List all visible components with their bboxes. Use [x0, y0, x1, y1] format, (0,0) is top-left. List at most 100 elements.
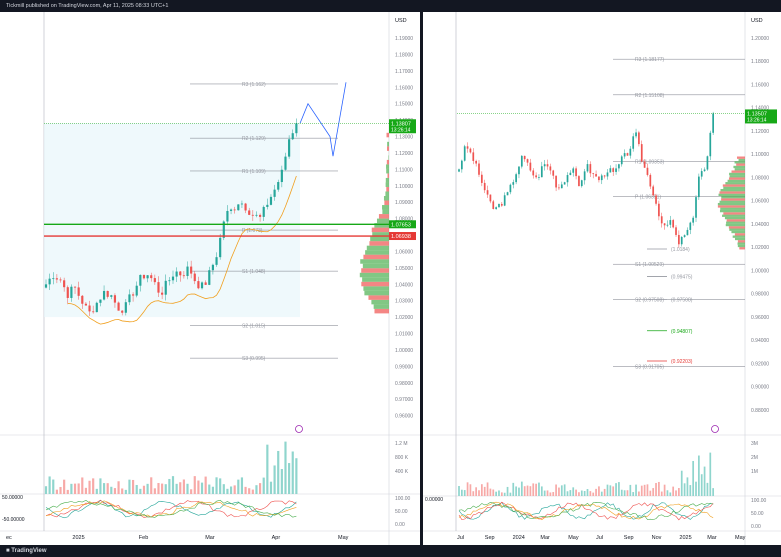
- volume-bar: [595, 488, 597, 496]
- oscillator-line: [458, 502, 714, 520]
- candle-body: [288, 139, 291, 157]
- chart-right-svg[interactable]: USD 1.20000 1.18000 1.16000 1.14000 1.12000 1.…: [423, 12, 781, 545]
- oscillator-value-label: 50.00000: [2, 495, 23, 501]
- volume-bar: [666, 490, 669, 496]
- volume-profile-bar: [739, 247, 745, 250]
- candle-body: [182, 275, 185, 277]
- candle-body: [211, 264, 215, 271]
- candle-body: [63, 280, 66, 288]
- candle-body: [652, 186, 655, 196]
- candle-body: [95, 302, 98, 313]
- x-tick-label: May: [568, 535, 579, 541]
- y-tick-label: 1.02000: [751, 245, 769, 251]
- candle-body: [280, 169, 283, 183]
- tradingview-logo[interactable]: ■ TradingView: [6, 548, 47, 554]
- chart-pane-left[interactable]: USD 1.19000 1.18000 1.17000 1.16000 1.15000 1.…: [0, 12, 420, 545]
- y-tick-label: 1.02000: [395, 315, 413, 321]
- volume-bar: [652, 488, 655, 496]
- candle-body: [675, 227, 677, 235]
- volume-bar: [529, 486, 532, 496]
- volume-profile-bar: [373, 304, 389, 309]
- volume-bar: [532, 483, 535, 496]
- volume-bar: [680, 470, 683, 496]
- volume-bar: [489, 488, 492, 496]
- candle-body: [469, 148, 472, 153]
- volume-bar: [612, 486, 615, 496]
- y-tick-label: 1.04000: [751, 222, 769, 228]
- candle-body: [509, 184, 512, 193]
- volume-profile-bar: [371, 299, 389, 305]
- volume-bar: [469, 484, 472, 496]
- candle-body: [295, 123, 298, 134]
- y-tick-label: 0.96000: [751, 315, 769, 321]
- volume-profile-bar: [374, 223, 389, 228]
- oscillator-line: [458, 501, 714, 521]
- volume-profile-bar: [726, 219, 745, 222]
- candle-body: [658, 203, 660, 217]
- x-tick-label: Jul: [596, 535, 603, 541]
- volume-bar: [569, 490, 572, 496]
- volume-bar: [655, 482, 657, 496]
- volume-bar: [280, 469, 283, 494]
- volume-bar: [84, 487, 88, 494]
- candle-body: [686, 229, 689, 236]
- volume-bar: [161, 483, 164, 494]
- volume-bar: [102, 483, 106, 494]
- volume-profile-bar: [729, 175, 745, 178]
- candle-body: [660, 216, 663, 224]
- volume-bar: [458, 485, 460, 496]
- candle-body: [498, 203, 500, 208]
- candle-body: [81, 295, 84, 304]
- volume-bar: [157, 483, 160, 494]
- volume-profile-bar: [737, 242, 745, 245]
- volume-bar: [52, 479, 55, 494]
- candle-body: [269, 196, 273, 205]
- volume-bar: [555, 484, 557, 496]
- volume-bar: [63, 479, 66, 494]
- volume-bar: [171, 476, 175, 494]
- candle-body: [44, 284, 48, 288]
- candle-body: [700, 171, 703, 177]
- volume-bar: [609, 485, 612, 496]
- volume-bar: [215, 477, 218, 494]
- volume-profile-bar: [382, 205, 389, 210]
- chart-left-svg[interactable]: USD 1.19000 1.18000 1.17000 1.16000 1.15000 1.…: [0, 12, 420, 545]
- volume-bar: [638, 491, 640, 496]
- candle-body: [463, 146, 466, 161]
- candle-body: [102, 290, 106, 300]
- candle-body: [643, 161, 646, 168]
- pivot-label: P (1.073): [242, 228, 263, 234]
- candle-body: [666, 224, 669, 226]
- volume-bar: [99, 478, 102, 494]
- candle-body: [606, 172, 609, 177]
- volume-profile-bar: [719, 191, 745, 194]
- volume-bar: [566, 491, 569, 496]
- price-axis-column: [389, 12, 420, 545]
- chart-pane-right[interactable]: USD 1.20000 1.18000 1.16000 1.14000 1.12000 1.…: [423, 12, 781, 545]
- candle-body: [190, 266, 193, 274]
- volume-bar: [190, 489, 193, 494]
- volume-profile-bar: [359, 272, 389, 278]
- volume-profile-bar: [720, 207, 745, 210]
- currency-label: USD: [751, 18, 763, 24]
- volume-bar: [229, 486, 233, 494]
- candle-body: [535, 175, 537, 178]
- candle-body: [518, 166, 520, 175]
- candle-body: [70, 286, 73, 298]
- volume-bar: [598, 486, 600, 496]
- candle-body: [229, 209, 233, 211]
- volume-bar: [515, 486, 517, 496]
- candle-body: [566, 175, 569, 183]
- volume-profile-bar: [729, 172, 745, 176]
- extra-level-label: (0.99475): [671, 274, 693, 280]
- volume-bar: [486, 482, 489, 496]
- candle-body: [632, 136, 635, 149]
- candle-body: [672, 220, 675, 228]
- volume-bar: [698, 455, 700, 496]
- volume-axis-label: 3M: [751, 441, 758, 447]
- volume-profile-bar: [720, 189, 745, 192]
- volume-bar: [692, 460, 695, 496]
- oscillator-line: [45, 499, 297, 518]
- candle-body: [640, 144, 643, 162]
- x-tick-label: Jul: [457, 535, 464, 541]
